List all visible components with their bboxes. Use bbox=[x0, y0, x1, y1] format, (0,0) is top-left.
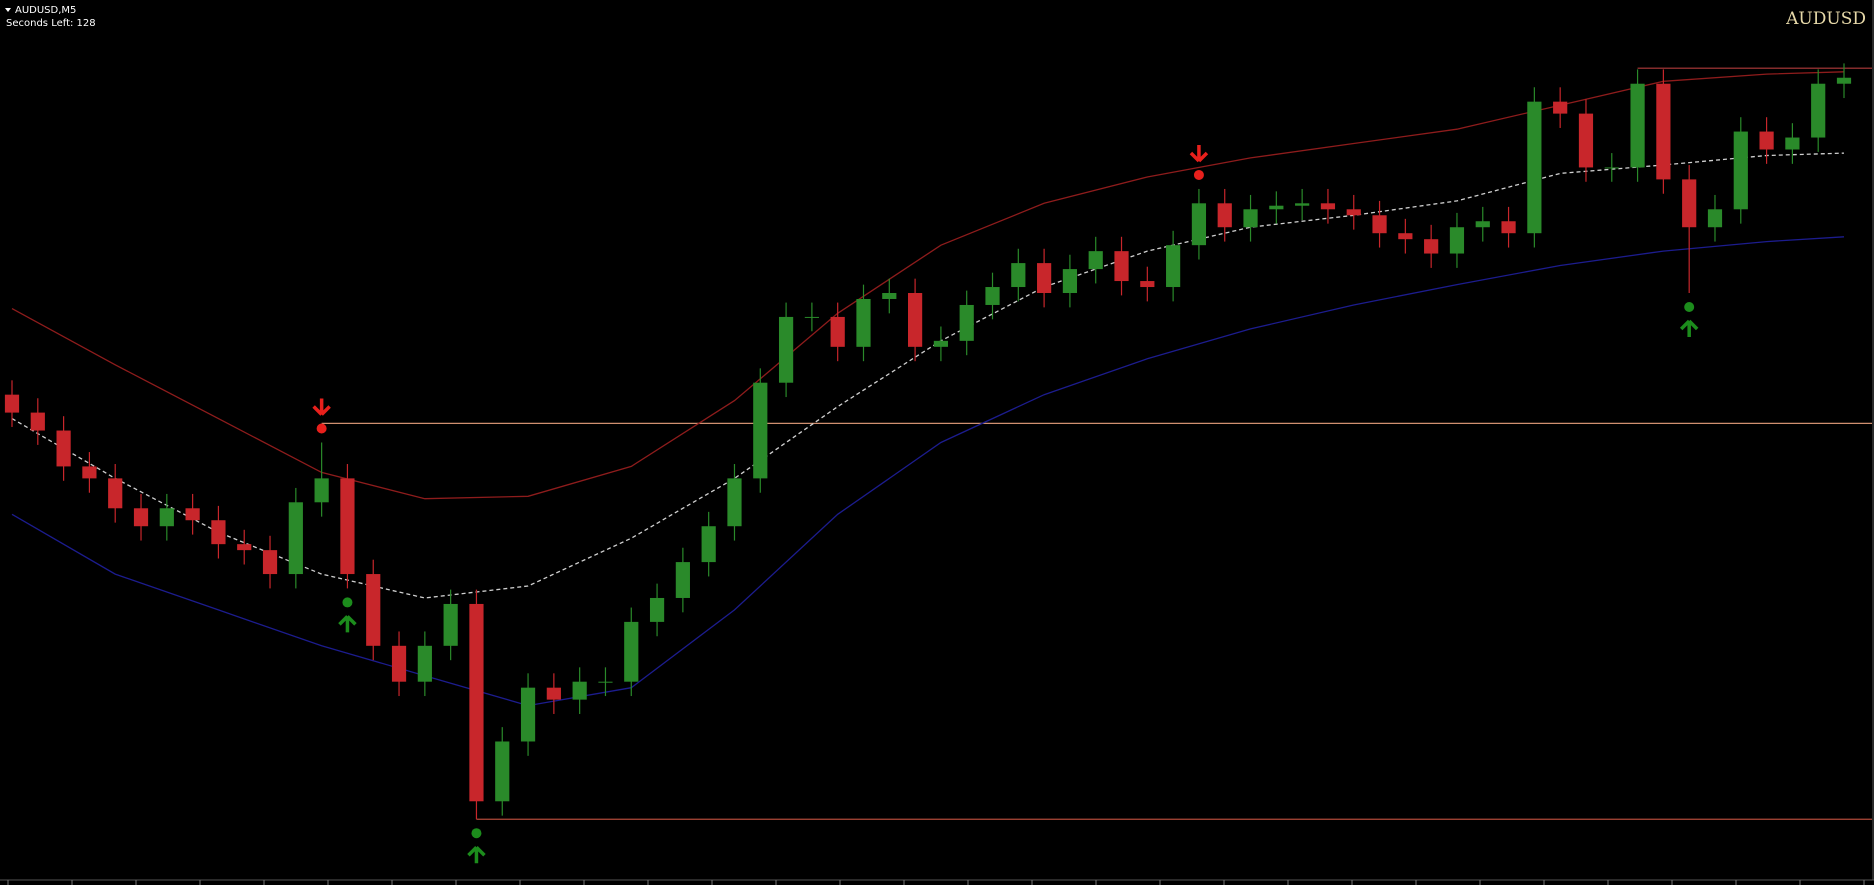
candle-body bbox=[804, 316, 819, 318]
candle-body bbox=[1320, 203, 1336, 210]
sell-dot bbox=[1193, 169, 1204, 180]
candle-body bbox=[856, 298, 871, 347]
candle-body bbox=[1475, 221, 1490, 228]
candle-body bbox=[443, 603, 458, 646]
candle-body bbox=[1372, 215, 1387, 234]
candle-body bbox=[391, 645, 407, 682]
candle-body bbox=[1501, 221, 1516, 234]
sell-arrow bbox=[1189, 144, 1209, 163]
buy-arrow bbox=[1679, 319, 1699, 338]
candle-body bbox=[30, 412, 45, 431]
candle-body bbox=[1733, 131, 1748, 210]
candle-body bbox=[340, 478, 355, 575]
candle-body bbox=[82, 466, 97, 479]
sell-arrow bbox=[312, 398, 331, 416]
candle-body bbox=[1707, 209, 1723, 228]
candle-body bbox=[366, 574, 381, 646]
candle-body bbox=[675, 562, 690, 598]
buy-dot bbox=[471, 828, 482, 839]
candle-body bbox=[649, 597, 665, 622]
candle-body bbox=[1295, 203, 1310, 206]
candle-body bbox=[830, 316, 845, 347]
candle-body bbox=[417, 645, 432, 682]
candle-body bbox=[1062, 269, 1078, 294]
candle-body bbox=[56, 430, 71, 467]
candle-body bbox=[1630, 83, 1645, 168]
candle-body bbox=[1037, 263, 1052, 294]
candle-body bbox=[314, 478, 329, 503]
candle-body bbox=[1243, 209, 1258, 228]
menu-icon bbox=[5, 8, 11, 12]
buy-dot bbox=[1684, 302, 1695, 313]
candle-body bbox=[1011, 263, 1026, 288]
candle-body bbox=[262, 550, 278, 575]
candle-body bbox=[288, 502, 303, 575]
candle-body bbox=[1398, 233, 1413, 240]
candle-body bbox=[1785, 137, 1800, 150]
candle-body bbox=[572, 681, 587, 700]
candle-body bbox=[624, 621, 639, 682]
candle-body bbox=[1836, 77, 1852, 84]
sell-dot bbox=[316, 423, 327, 434]
candle-body bbox=[778, 316, 794, 383]
candle-body bbox=[882, 293, 897, 299]
buy-dot bbox=[342, 597, 353, 608]
candle-body bbox=[4, 394, 20, 413]
candle-body bbox=[1656, 83, 1671, 180]
candle-body bbox=[1811, 83, 1826, 138]
buy-arrow bbox=[338, 615, 357, 633]
chart-subtitle: Seconds Left: 128 bbox=[6, 18, 96, 29]
candle-body bbox=[133, 508, 149, 527]
candle-body bbox=[469, 603, 484, 802]
candle-body bbox=[159, 508, 174, 527]
candle-body bbox=[1527, 101, 1542, 234]
candle-body bbox=[985, 287, 1000, 305]
candle-body bbox=[1191, 203, 1207, 246]
candle-body bbox=[1166, 245, 1181, 288]
candle-body bbox=[753, 382, 768, 479]
candle-body bbox=[1346, 209, 1361, 216]
candle-body bbox=[495, 741, 510, 802]
buy-arrow bbox=[467, 845, 486, 864]
band-line bbox=[11, 236, 1845, 707]
candle-body bbox=[701, 526, 716, 563]
candle-body bbox=[1682, 179, 1697, 228]
candle-body bbox=[1553, 101, 1568, 114]
candle-body bbox=[1269, 205, 1284, 210]
candle-body bbox=[108, 478, 123, 509]
candle-body bbox=[1114, 251, 1129, 282]
candle-body bbox=[237, 544, 252, 551]
candle-body bbox=[1140, 281, 1155, 288]
candle-body bbox=[211, 520, 226, 545]
candle-body bbox=[598, 681, 613, 683]
candle-body bbox=[185, 508, 200, 521]
candle-body bbox=[727, 478, 742, 527]
candle-body bbox=[1449, 227, 1465, 254]
candle-body bbox=[1578, 113, 1594, 168]
candle-body bbox=[1424, 239, 1439, 254]
candle-body bbox=[1217, 203, 1232, 228]
candle-body bbox=[959, 304, 974, 341]
symbol-label: AUDUSD bbox=[1785, 9, 1866, 29]
candle-body bbox=[1759, 131, 1774, 150]
candle-body bbox=[933, 340, 948, 347]
candle-body bbox=[546, 687, 561, 700]
candle-body bbox=[520, 687, 536, 742]
chart-title: AUDUSD,M5 bbox=[15, 5, 76, 16]
candle-body bbox=[1604, 167, 1619, 169]
candle-body bbox=[908, 293, 923, 347]
candle-body bbox=[1088, 251, 1103, 270]
